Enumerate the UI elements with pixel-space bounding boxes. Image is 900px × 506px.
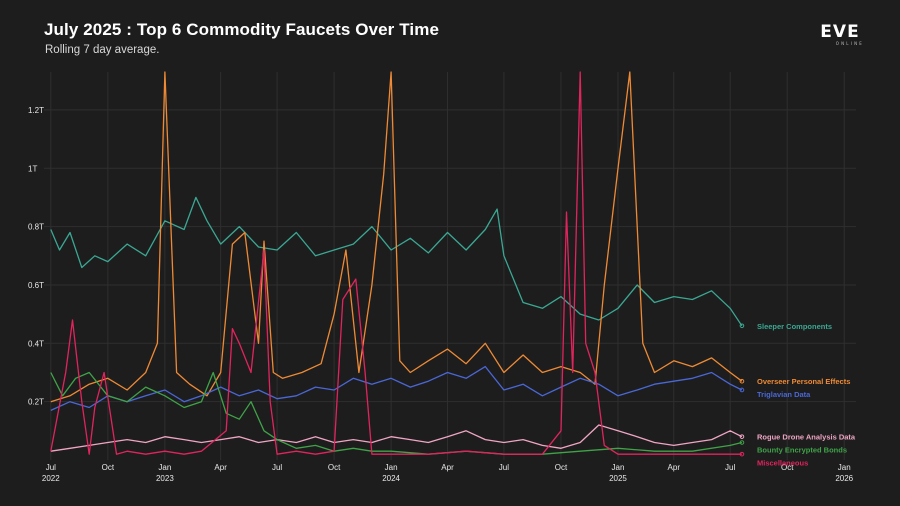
series-end-marker [739, 451, 745, 457]
x-tick-month: Apr [668, 463, 681, 472]
series-line [50, 371, 743, 455]
series-label: Sleeper Components [757, 322, 832, 331]
series-line [50, 196, 743, 327]
y-tick-label: 1T [28, 164, 37, 173]
series-end-marker [739, 378, 745, 384]
x-tick-month: Jan [158, 463, 171, 472]
x-tick-year: 2023 [156, 474, 174, 483]
x-tick-month: Oct [555, 463, 568, 472]
x-tick-month: Jul [46, 463, 56, 472]
x-axis-ticks: Jul 2022 Oct Jan 2023 Apr Jul Oct Jan 2024 Apr Jul O… [42, 463, 854, 483]
series-end-marker [739, 323, 745, 329]
x-tick-year: 2022 [42, 474, 60, 483]
x-tick-month: Jan [385, 463, 398, 472]
x-tick-month: Apr [441, 463, 454, 472]
y-tick-label: 0.8T [28, 223, 44, 232]
series-line [50, 71, 743, 403]
series-labels: Sleeper Components Overseer Personal Effe… [757, 322, 856, 468]
y-axis-ticks: 0.2T 0.4T 0.6T 0.8T 1T 1.2T [28, 106, 44, 407]
y-tick-label: 1.2T [28, 106, 44, 115]
x-tick-month: Oct [328, 463, 341, 472]
x-tick-month: Jan [612, 463, 625, 472]
series-label: Miscellaneous [757, 459, 808, 468]
y-tick-label: 0.6T [28, 281, 44, 290]
chart-title: July 2025 : Top 6 Commodity Faucets Over… [44, 20, 439, 39]
series-label: Overseer Personal Effects [757, 377, 850, 386]
series-end-marker [739, 434, 745, 439]
chart-subtitle: Rolling 7 day average. [45, 44, 160, 56]
x-tick-month: Apr [214, 463, 227, 472]
x-tick-year: 2026 [835, 474, 853, 483]
series-label: Bounty Encrypted Bonds [757, 446, 847, 455]
series-line [50, 71, 742, 455]
series-end-marker [739, 440, 745, 445]
eve-online-logo: EVE [820, 22, 859, 42]
x-tick-month: Jan [838, 463, 851, 472]
x-tick-month: Jul [272, 463, 282, 472]
series-line [50, 424, 743, 452]
series-label: Rogue Drone Analysis Data [757, 433, 856, 442]
x-tick-year: 2025 [609, 474, 627, 483]
series-lines [50, 71, 745, 457]
chart-grid [44, 72, 856, 460]
x-tick-month: Jul [725, 463, 735, 472]
x-tick-month: Jul [499, 463, 509, 472]
x-tick-month: Oct [781, 463, 794, 472]
logo-subtext: ONLINE [835, 41, 864, 46]
logo-text: EVE [820, 22, 859, 42]
y-tick-label: 0.4T [28, 339, 44, 348]
x-tick-month: Oct [102, 463, 115, 472]
series-line [50, 365, 743, 411]
x-tick-year: 2024 [382, 474, 400, 483]
series-label: Triglavian Data [757, 390, 811, 399]
y-tick-label: 0.2T [28, 398, 44, 407]
series-end-marker [739, 387, 745, 393]
